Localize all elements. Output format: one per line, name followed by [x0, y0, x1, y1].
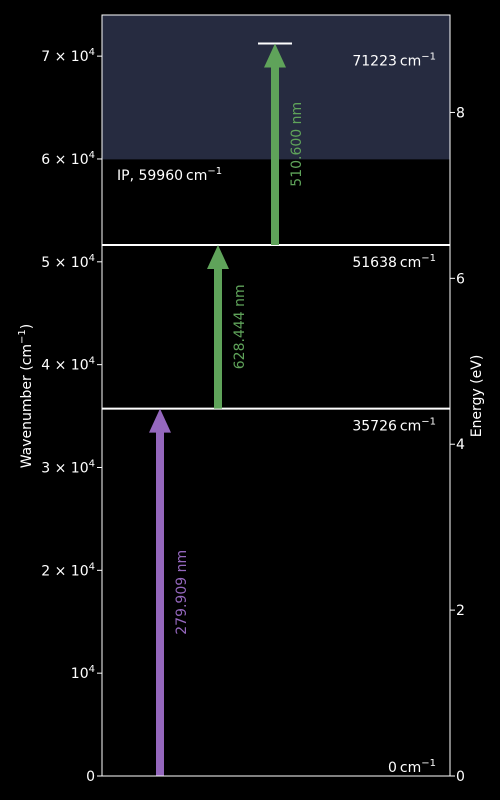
left-tick-label: 2 × 104	[41, 561, 95, 579]
left-tick-label: 5 × 104	[41, 253, 95, 271]
transition-arrow	[264, 43, 286, 245]
right-tick-label: 6	[456, 271, 465, 287]
left-tick-label: 6 × 104	[41, 150, 95, 168]
energy-level-label: 51638 cm−1	[352, 253, 436, 271]
left-tick-label: 7 × 104	[41, 47, 95, 65]
transition-label: 628.444 nm	[232, 284, 248, 369]
right-tick-label: 8	[456, 105, 465, 121]
left-tick-label: 3 × 104	[41, 458, 95, 476]
transition-label: 510.600 nm	[289, 102, 305, 187]
transition-arrow	[149, 408, 171, 776]
left-tick-label: 0	[86, 769, 95, 785]
energy-level-label: 0 cm−1	[388, 758, 436, 776]
plot-frame	[101, 14, 451, 777]
right-axis-label: Energy (eV)	[469, 355, 485, 438]
left-tick-label: 4 × 104	[41, 356, 95, 374]
right-tick-label: 4	[456, 437, 465, 453]
left-axis-ticks: 0 104 2 × 104 3 × 104 4 × 104 5 × 104 6 × 104 7…	[41, 47, 102, 785]
left-axis-label: Wavenumber (cm−1)	[17, 324, 35, 469]
right-axis-ticks: 0 2 4 6 8	[450, 105, 465, 785]
right-tick-label: 2	[456, 603, 465, 619]
transition-label: 279.909 nm	[174, 550, 190, 635]
transition-arrow	[207, 244, 229, 409]
energy-levels: 0 cm−1 35726 cm−1 51638 cm−1 71223 cm−1	[102, 42, 450, 776]
energy-level-label: 71223 cm−1	[352, 52, 436, 70]
left-tick-label: 104	[71, 664, 95, 682]
right-tick-label: 0	[456, 769, 465, 785]
ionization-label: IP, 59960 cm−1	[117, 166, 222, 184]
transition-arrows: 279.909 nm 628.444 nm 510.600 nm	[149, 43, 305, 776]
energy-level-label: 35726 cm−1	[352, 417, 436, 435]
